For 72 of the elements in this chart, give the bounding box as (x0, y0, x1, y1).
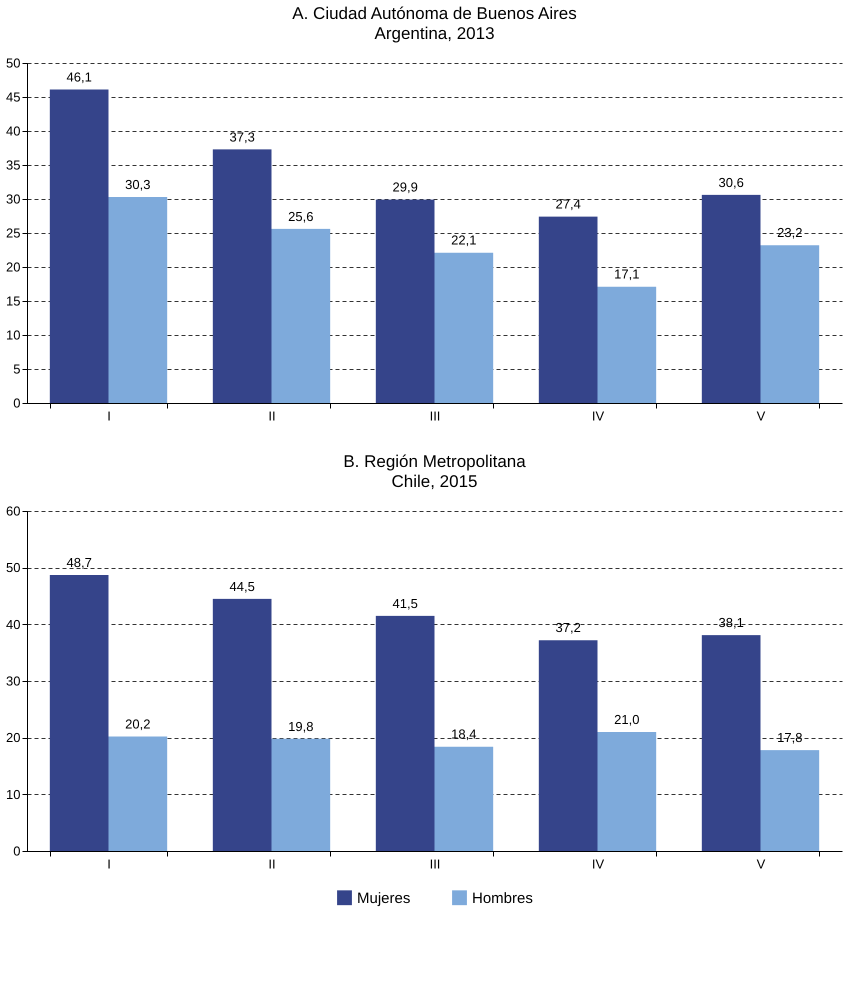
bar (272, 738, 330, 851)
data-label: 17,1 (614, 266, 640, 282)
x-tick-label: III (430, 856, 440, 872)
data-label: 37,3 (230, 129, 255, 144)
y-tick-label: 5 (13, 362, 20, 376)
bar (434, 252, 494, 403)
y-tick-label: 40 (6, 124, 20, 138)
bar (108, 736, 168, 851)
data-label: 46,1 (66, 70, 92, 85)
y-tick-label: 25 (6, 226, 20, 240)
data-label: 30,3 (125, 176, 150, 192)
data-label: 25,6 (288, 208, 314, 224)
data-label: 22,1 (451, 232, 476, 248)
data-label: 48,7 (66, 555, 92, 570)
y-tick-label: 50 (6, 560, 20, 576)
y-tick-label: 10 (6, 786, 20, 802)
y-tick-label: 45 (6, 90, 20, 104)
bar (50, 90, 108, 403)
data-label: 38,1 (718, 615, 744, 630)
x-tick-label: II (268, 408, 276, 424)
bar (760, 750, 820, 851)
x-tick-label: I (107, 408, 111, 424)
y-tick-label: 40 (6, 616, 20, 632)
y-tick-label: 15 (6, 294, 20, 308)
data-label: 44,5 (230, 578, 255, 594)
bar (376, 200, 434, 403)
y-tick-label: 0 (13, 396, 20, 410)
y-tick-label: 50 (6, 56, 20, 70)
data-label: 29,9 (392, 180, 418, 195)
bar (212, 149, 272, 403)
bar (376, 616, 434, 851)
bar (50, 575, 108, 851)
x-tick-label: V (756, 408, 766, 424)
y-tick-label: 20 (6, 260, 20, 274)
y-tick-label: 10 (6, 328, 20, 342)
bar (434, 746, 494, 851)
data-label: 18,4 (451, 726, 476, 742)
y-tick-label: 30 (6, 674, 20, 688)
data-label: 19,8 (288, 718, 314, 734)
x-tick-label: III (430, 408, 440, 424)
data-label: 21,0 (614, 712, 640, 727)
bar (108, 196, 168, 403)
data-label: 20,2 (125, 716, 150, 732)
chart-title: B. Región Metropolitana (343, 452, 526, 471)
bar (598, 286, 656, 403)
bar (702, 194, 760, 403)
data-label: 30,6 (718, 174, 744, 190)
bar (538, 640, 598, 851)
x-tick-label: IV (592, 856, 604, 872)
chart-subtitle: Argentina, 2013 (374, 24, 495, 43)
bar (272, 228, 330, 403)
x-tick-label: I (107, 856, 111, 872)
y-tick-label: 0 (13, 844, 20, 858)
data-label: 41,5 (392, 596, 418, 611)
y-tick-label: 20 (6, 730, 20, 746)
y-tick-label: 35 (6, 158, 20, 172)
bar (702, 635, 760, 851)
x-tick-label: II (268, 856, 276, 872)
legend-label: Hombres (472, 890, 533, 907)
bar (538, 216, 598, 403)
data-label: 27,4 (556, 196, 581, 212)
chart-title: A. Ciudad Autónoma de Buenos Aires (292, 4, 577, 23)
bar (760, 245, 820, 403)
x-tick-label: V (756, 856, 766, 872)
x-tick-label: IV (592, 408, 604, 424)
data-label: 37,2 (556, 620, 581, 636)
y-tick-label: 30 (6, 192, 20, 206)
chart-subtitle: Chile, 2015 (391, 472, 478, 491)
bar (598, 732, 656, 851)
bar (212, 598, 272, 851)
legend-label: Mujeres (357, 890, 410, 907)
y-tick-label: 60 (6, 504, 20, 518)
